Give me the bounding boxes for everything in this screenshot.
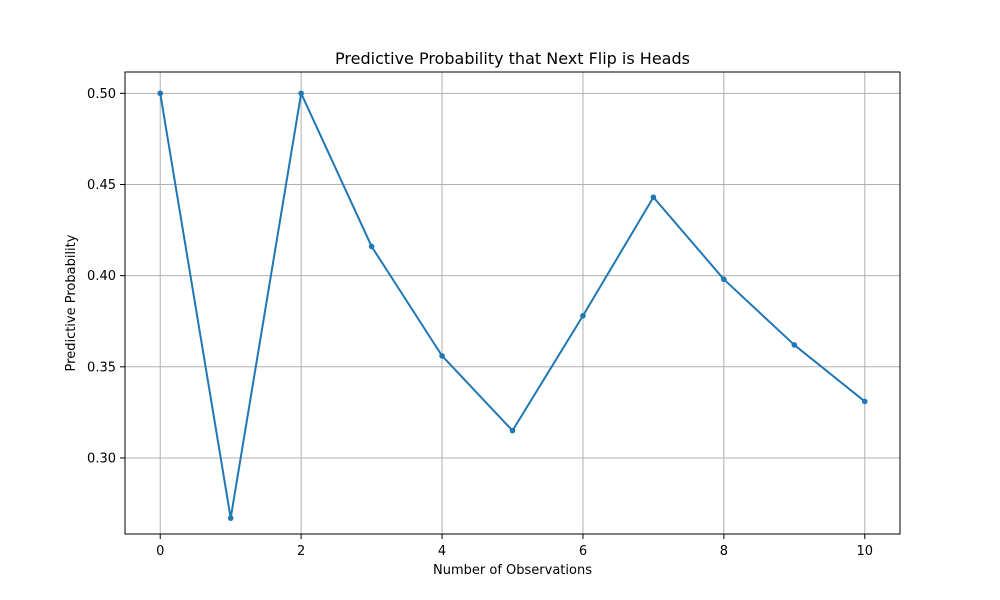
data-point — [157, 90, 164, 97]
data-point — [509, 427, 516, 434]
y-tick-label: 0.30 — [87, 451, 116, 466]
y-tick-label: 0.40 — [87, 269, 116, 284]
data-point — [368, 243, 375, 250]
x-tick-label: 10 — [856, 544, 873, 559]
y-tick-label: 0.50 — [87, 87, 116, 102]
tick-layer: 0 2 4 6 8 10 0.30 0.35 0.40 0.45 0.50 — [87, 87, 873, 559]
y-axis-label: Predictive Probability — [64, 234, 79, 371]
x-tick-label: 2 — [297, 544, 305, 559]
data-point — [650, 194, 657, 201]
x-tick-label: 0 — [156, 544, 164, 559]
data-point — [861, 398, 868, 405]
data-point — [227, 515, 234, 521]
x-axis-label: Number of Observations — [433, 563, 592, 578]
data-point — [439, 353, 445, 359]
series-layer — [157, 90, 868, 521]
data-point — [298, 90, 304, 97]
x-tick-label: 8 — [720, 544, 728, 559]
data-point — [721, 276, 727, 283]
y-tick-label: 0.45 — [87, 178, 116, 193]
plot-area-frame — [124, 71, 901, 535]
grid-layer — [125, 72, 900, 534]
data-point — [580, 312, 586, 319]
x-tick-label: 6 — [579, 544, 587, 559]
x-tick-label: 4 — [438, 544, 446, 559]
series-line — [159, 92, 866, 520]
data-point — [791, 342, 798, 348]
chart-title: Predictive Probability that Next Flip is… — [335, 49, 690, 68]
y-tick-label: 0.35 — [87, 360, 116, 375]
